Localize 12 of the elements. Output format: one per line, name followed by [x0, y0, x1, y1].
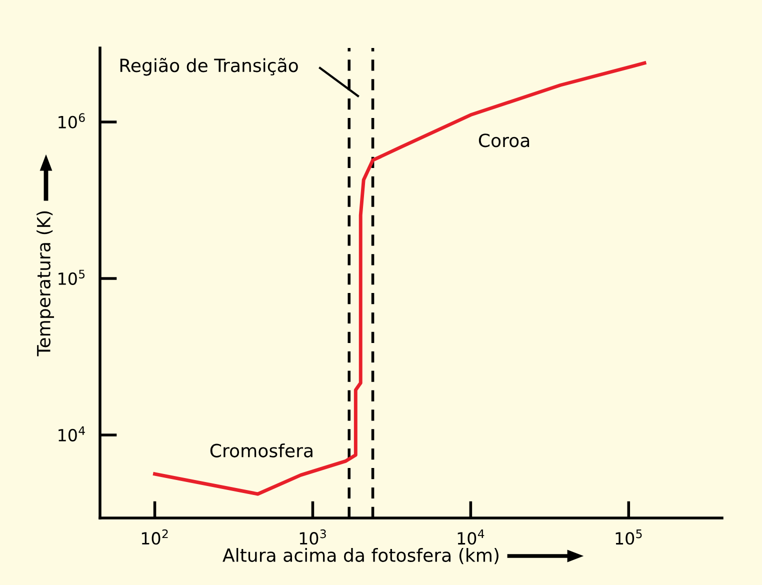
annotation: Cromosfera [210, 443, 312, 458]
x-tick-label: 10$^{4}$ [458, 530, 484, 545]
y-tick-label: 10$^{5}$ [58, 270, 85, 285]
x-tick-label: 10$^{3}$ [300, 529, 326, 545]
y-axis-title: Temperatura (K) [36, 211, 54, 356]
annotation: Coroa [478, 134, 530, 148]
x-tick-label: 10$^{5}$ [616, 530, 642, 545]
annotation: Região de Transição [120, 58, 298, 76]
x-axis-title: Altura acima da fotosfera (km) [222, 548, 498, 564]
x-tick-label: 10$^{2}$ [142, 529, 168, 545]
y-tick-label: 10$^{4}$ [58, 426, 85, 442]
y-tick-label: 10$^{6}$ [58, 113, 85, 128]
